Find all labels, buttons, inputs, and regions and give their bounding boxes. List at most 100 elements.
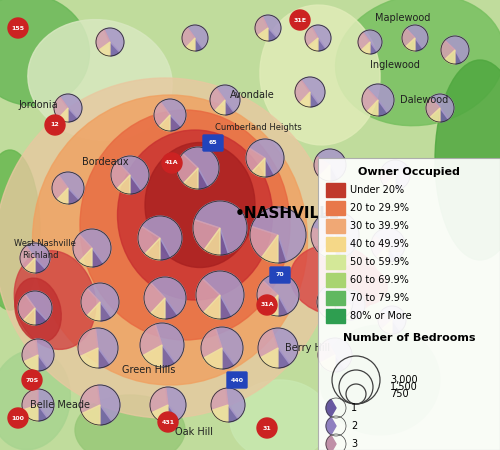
Ellipse shape <box>320 325 440 435</box>
Text: 70: 70 <box>276 273 284 278</box>
Wedge shape <box>201 328 222 358</box>
Wedge shape <box>184 168 198 189</box>
Wedge shape <box>214 100 225 115</box>
Text: 3: 3 <box>351 439 357 449</box>
Wedge shape <box>195 38 202 51</box>
Wedge shape <box>445 50 455 64</box>
Wedge shape <box>392 320 400 334</box>
Wedge shape <box>68 188 79 204</box>
Wedge shape <box>54 97 68 118</box>
Wedge shape <box>371 236 388 257</box>
Wedge shape <box>367 84 394 113</box>
Wedge shape <box>406 38 415 51</box>
Text: Richland: Richland <box>22 252 59 261</box>
Wedge shape <box>255 16 268 36</box>
Wedge shape <box>358 32 370 50</box>
Ellipse shape <box>118 130 272 300</box>
Text: 60 to 69.9%: 60 to 69.9% <box>350 275 409 285</box>
Wedge shape <box>24 258 35 273</box>
Wedge shape <box>204 228 220 255</box>
Wedge shape <box>262 15 281 37</box>
Wedge shape <box>278 235 286 263</box>
Wedge shape <box>166 387 186 419</box>
Wedge shape <box>152 405 168 423</box>
Ellipse shape <box>336 0 500 126</box>
Wedge shape <box>18 294 35 320</box>
Wedge shape <box>327 338 352 369</box>
Wedge shape <box>228 405 238 422</box>
Circle shape <box>22 370 42 390</box>
Wedge shape <box>252 158 265 177</box>
Wedge shape <box>96 29 110 50</box>
Wedge shape <box>264 295 278 316</box>
Wedge shape <box>406 25 428 49</box>
Wedge shape <box>142 216 182 257</box>
Wedge shape <box>196 279 220 312</box>
Wedge shape <box>316 149 346 179</box>
Wedge shape <box>159 115 170 131</box>
Text: 2: 2 <box>351 421 357 431</box>
Text: Green Hills: Green Hills <box>122 365 176 375</box>
Wedge shape <box>384 175 395 190</box>
Ellipse shape <box>0 0 90 106</box>
FancyBboxPatch shape <box>318 158 500 450</box>
Wedge shape <box>177 153 198 183</box>
Bar <box>326 219 345 233</box>
Ellipse shape <box>290 245 380 315</box>
Text: Inglewood: Inglewood <box>370 60 420 70</box>
Wedge shape <box>202 271 244 316</box>
Wedge shape <box>98 385 120 421</box>
Wedge shape <box>154 102 170 126</box>
Wedge shape <box>104 28 124 52</box>
Ellipse shape <box>80 110 290 340</box>
Ellipse shape <box>145 143 255 267</box>
FancyBboxPatch shape <box>270 267 290 283</box>
Wedge shape <box>150 298 165 319</box>
Wedge shape <box>87 283 119 317</box>
Wedge shape <box>57 188 68 204</box>
Text: 100: 100 <box>12 415 24 420</box>
Text: 70 to 79.9%: 70 to 79.9% <box>350 293 409 303</box>
Wedge shape <box>362 88 378 112</box>
Wedge shape <box>80 385 100 414</box>
Wedge shape <box>188 25 208 49</box>
Text: 20 to 29.9%: 20 to 29.9% <box>350 203 409 213</box>
Wedge shape <box>194 201 247 254</box>
Wedge shape <box>258 28 268 41</box>
Wedge shape <box>367 100 378 116</box>
Wedge shape <box>395 175 402 190</box>
Wedge shape <box>52 175 68 200</box>
Wedge shape <box>198 168 208 189</box>
Text: 40 to 49.9%: 40 to 49.9% <box>350 239 409 249</box>
Text: 80% or More: 80% or More <box>350 311 412 321</box>
Text: 31: 31 <box>262 426 272 431</box>
Wedge shape <box>310 92 319 107</box>
Wedge shape <box>249 139 284 175</box>
Wedge shape <box>380 167 395 186</box>
Wedge shape <box>81 288 100 316</box>
Wedge shape <box>98 348 110 368</box>
Ellipse shape <box>260 5 380 145</box>
Wedge shape <box>150 277 186 315</box>
Wedge shape <box>319 165 330 181</box>
Wedge shape <box>326 417 336 435</box>
Text: 431: 431 <box>162 419 174 424</box>
Wedge shape <box>60 94 82 118</box>
Wedge shape <box>35 258 45 273</box>
Circle shape <box>290 10 310 30</box>
Bar <box>326 237 345 251</box>
Wedge shape <box>168 405 178 423</box>
Wedge shape <box>38 355 48 371</box>
Wedge shape <box>278 348 290 368</box>
Wedge shape <box>318 340 335 363</box>
Wedge shape <box>24 355 38 371</box>
Wedge shape <box>382 160 410 188</box>
Text: Owner Occupied: Owner Occupied <box>358 167 460 177</box>
Wedge shape <box>58 108 68 122</box>
Text: Maplewood: Maplewood <box>375 13 430 23</box>
Wedge shape <box>312 25 331 49</box>
Wedge shape <box>441 40 455 59</box>
Wedge shape <box>73 234 92 262</box>
Wedge shape <box>402 28 415 47</box>
Text: 155: 155 <box>12 26 24 31</box>
